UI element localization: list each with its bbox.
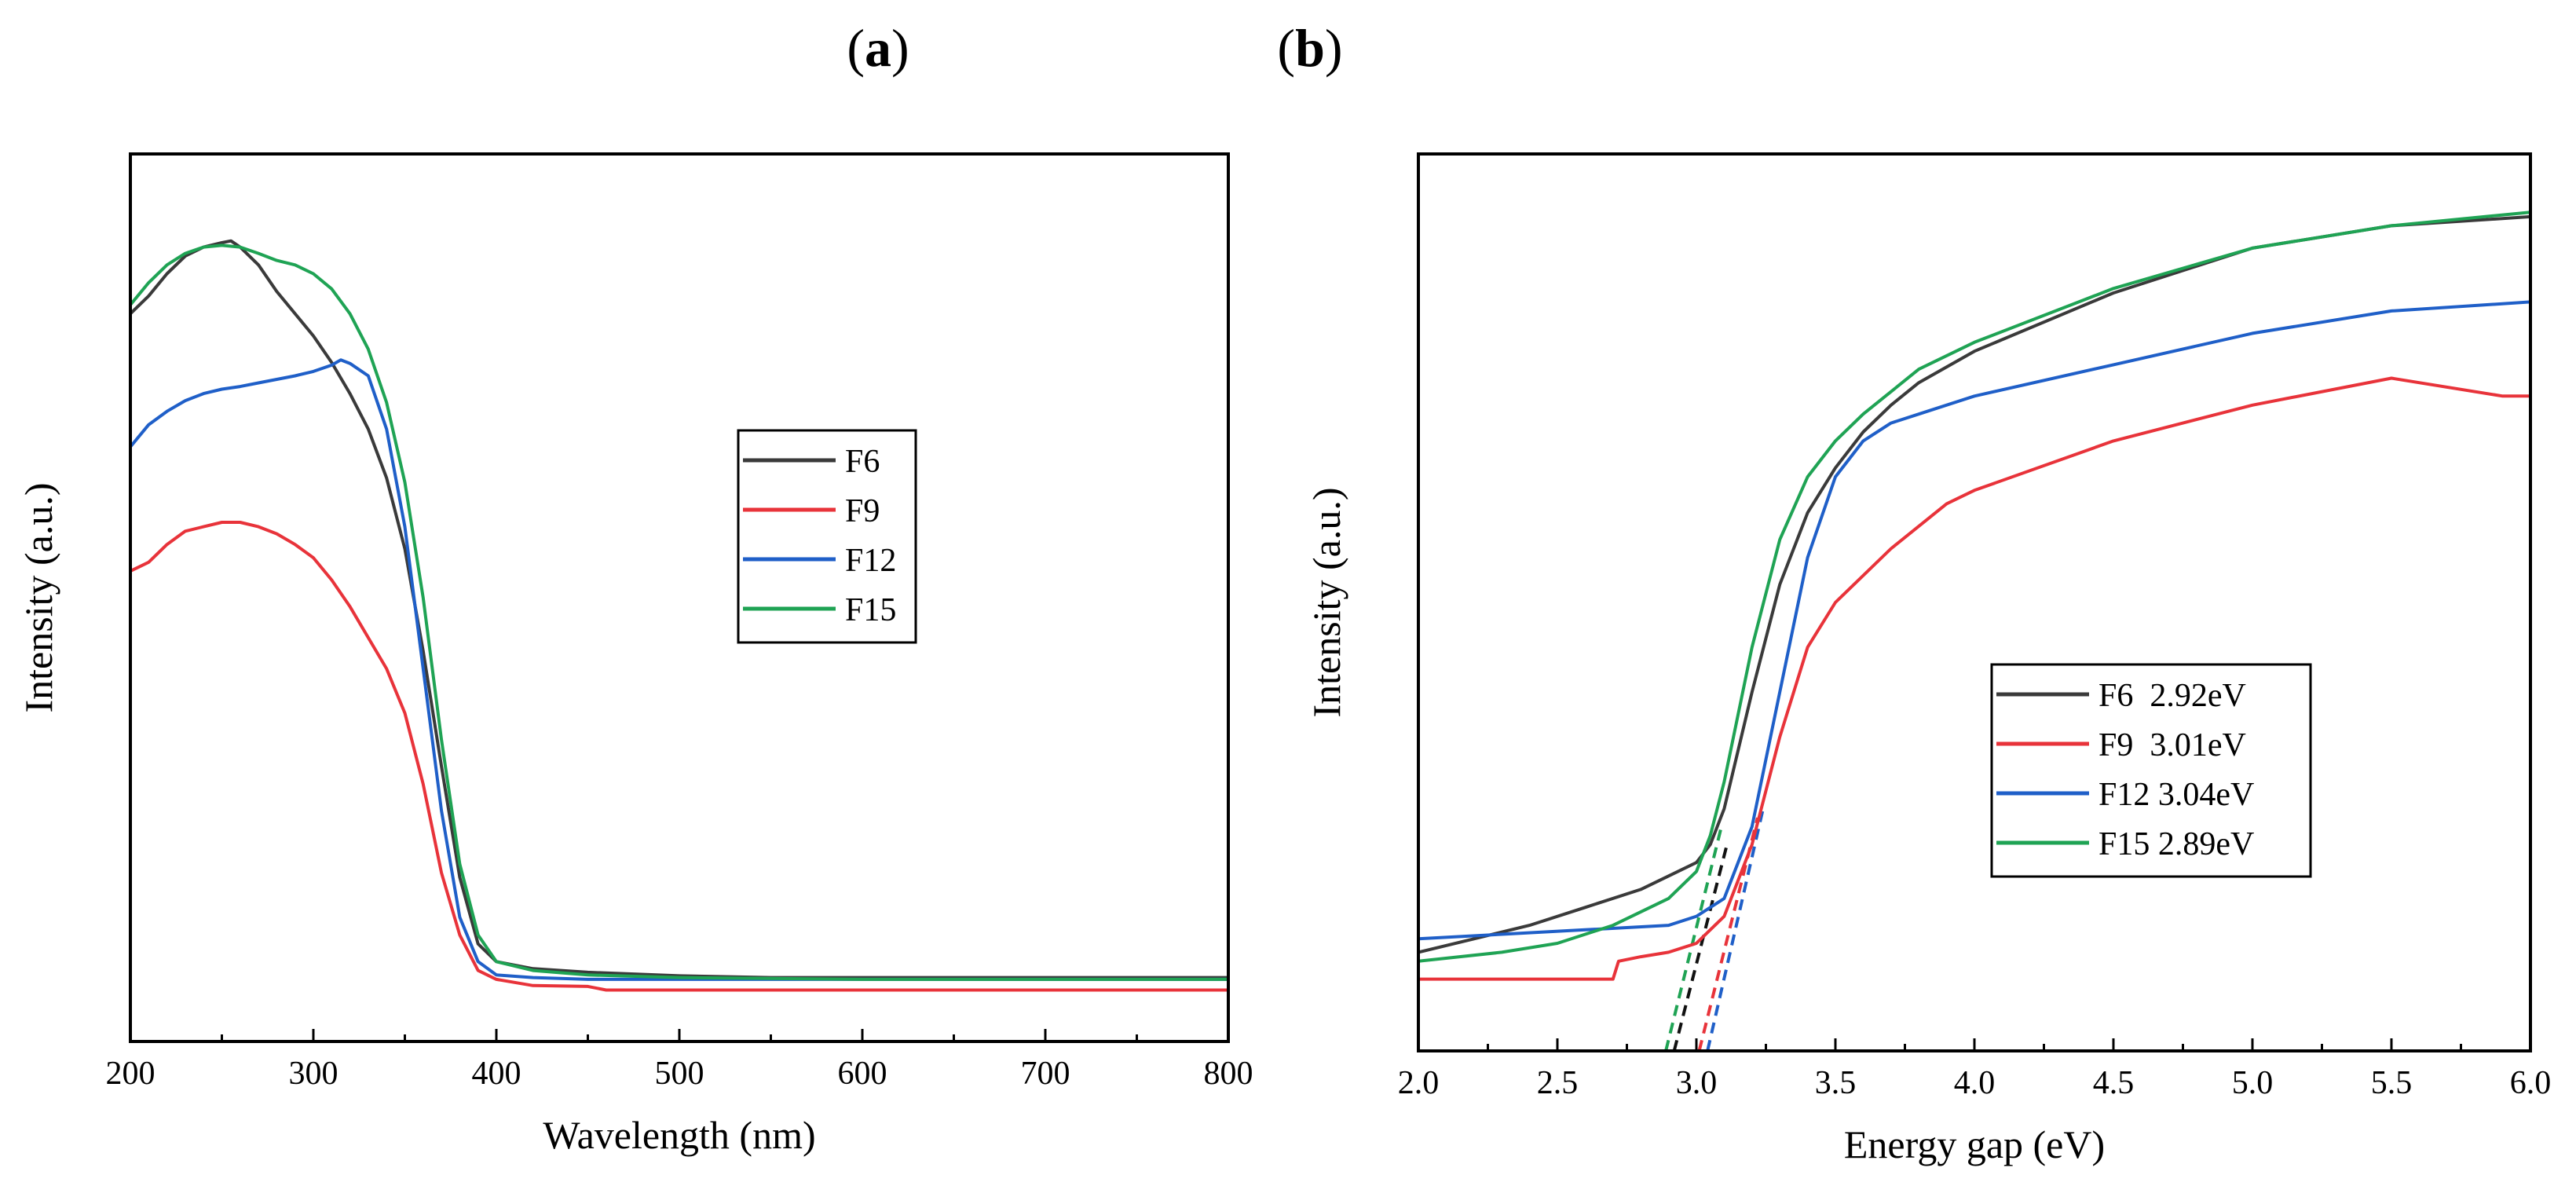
legend-label-0: F6 2.92eV	[2098, 678, 2246, 714]
x-tick-label-6: 5.0	[2232, 1065, 2274, 1101]
series-line-2	[1418, 300, 2530, 941]
y-axis-label: Intensity (a.u.)	[1304, 488, 1348, 718]
x-axis-label: Wavelength (nm)	[543, 1113, 815, 1157]
plot-frame	[129, 152, 1230, 1043]
legend-label-1: F9 3.01eV	[2098, 727, 2246, 763]
tangent-lines	[1664, 808, 1765, 1051]
series-line-1	[1418, 376, 2530, 981]
panel-label-close-paren: )	[891, 18, 909, 78]
tangent-line-3	[1706, 808, 1765, 1051]
legend-label-1: F9	[845, 493, 880, 529]
tangent-line-1	[1664, 826, 1723, 1051]
legend-label-0: F6	[845, 444, 880, 480]
panel-label-open-paren: (	[1277, 18, 1295, 78]
x-tick-label-6: 800	[1204, 1056, 1253, 1092]
legend-label-2: F12 3.04eV	[2098, 777, 2254, 813]
x-tick-label-4: 600	[838, 1056, 887, 1092]
x-tick-label-0: 200	[106, 1056, 156, 1092]
series-group	[130, 239, 1228, 992]
series-line-3	[130, 243, 1228, 981]
x-axis-label: Energy gap (eV)	[1844, 1122, 2105, 1166]
plot-frame	[1417, 152, 2532, 1052]
series-line-1	[130, 521, 1228, 992]
panel-label-letter: b	[1295, 18, 1325, 78]
legend-label-3: F15	[845, 592, 896, 628]
series-group	[1418, 210, 2530, 981]
y-axis-label: Intensity (a.u.)	[16, 483, 60, 713]
x-tick-label-3: 3.5	[1815, 1065, 1857, 1101]
series-line-0	[130, 239, 1228, 979]
x-tick-label-2: 400	[472, 1056, 521, 1092]
x-tick-label-3: 500	[655, 1056, 704, 1092]
series-line-2	[130, 358, 1228, 981]
legend-label-3: F15 2.89eV	[2098, 826, 2254, 862]
x-tick-label-2: 3.0	[1676, 1065, 1718, 1101]
x-tick-label-4: 4.0	[1954, 1065, 1996, 1101]
legend-label-2: F12	[845, 543, 896, 579]
series-line-0	[1418, 214, 2530, 954]
x-tick-label-1: 2.5	[1537, 1065, 1579, 1101]
x-tick-label-8: 6.0	[2510, 1065, 2552, 1101]
panel-label-close-paren: )	[1325, 18, 1343, 78]
series-line-3	[1418, 210, 2530, 963]
panel-label: (a)	[847, 18, 909, 78]
panel-b: (b) 2.0 2.5 3.0 3.5 4.0 4.5 5.0 5.5 6.0 Energy gap…	[1277, 18, 2551, 1166]
panel-label: (b)	[1277, 18, 1342, 78]
panel-a: (a) 200 300 400 500 600 700 800 Wavelength (nm) I…	[16, 18, 1253, 1157]
x-tick-label-5: 700	[1021, 1056, 1070, 1092]
x-tick-label-5: 4.5	[2093, 1065, 2135, 1101]
panel-label-open-paren: (	[847, 18, 865, 78]
x-tick-label-1: 300	[289, 1056, 338, 1092]
panel-label-letter: a	[865, 18, 891, 78]
x-tick-label-0: 2.0	[1398, 1065, 1440, 1101]
x-tick-label-7: 5.5	[2371, 1065, 2413, 1101]
